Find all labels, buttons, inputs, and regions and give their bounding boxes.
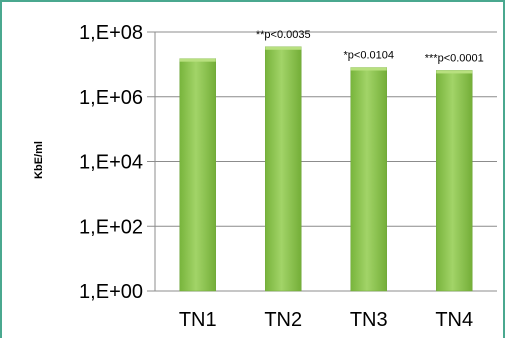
x-tick-label: TN1 <box>179 309 217 331</box>
bar-top-highlight <box>179 58 216 62</box>
bar-top-highlight <box>436 70 473 74</box>
bar-top-highlight <box>265 46 302 50</box>
x-tick-label: TN4 <box>435 309 473 331</box>
significance-annotation: ***p<0.0001 <box>425 52 484 64</box>
x-tick-label: TN2 <box>264 309 302 331</box>
annotations: **p<0.0035 *p<0.0104 ***p<0.0001 <box>256 29 484 65</box>
bar-tn3 <box>350 67 387 292</box>
bar-top-highlight <box>350 67 387 71</box>
y-tick-labels: 1,E+00 1,E+02 1,E+04 1,E+06 1,E+08 <box>79 22 143 303</box>
y-tick-label: 1,E+08 <box>79 22 143 44</box>
bar-tn4 <box>436 70 473 292</box>
bar-tn1 <box>179 58 216 292</box>
x-tick-labels: TN1 TN2 TN3 TN4 <box>179 309 473 331</box>
y-tick-label: 1,E+06 <box>79 87 143 109</box>
bars <box>179 46 473 292</box>
y-tick-label: 1,E+02 <box>79 216 143 238</box>
significance-annotation: *p<0.0104 <box>344 50 394 62</box>
bar-tn2 <box>265 46 302 292</box>
y-tick-label: 1,E+00 <box>79 281 143 303</box>
y-tick-label: 1,E+04 <box>79 152 143 174</box>
significance-annotation: **p<0.0035 <box>256 29 311 41</box>
x-tick-label: TN3 <box>350 309 388 331</box>
y-axis-title: KbE/ml <box>33 141 45 179</box>
